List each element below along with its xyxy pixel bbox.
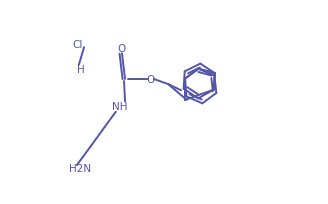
Text: NH: NH [112, 101, 128, 111]
Text: O: O [118, 44, 126, 54]
Text: H: H [77, 64, 85, 74]
Text: Cl: Cl [73, 40, 83, 50]
Text: O: O [147, 75, 155, 84]
Text: H2N: H2N [69, 163, 92, 173]
